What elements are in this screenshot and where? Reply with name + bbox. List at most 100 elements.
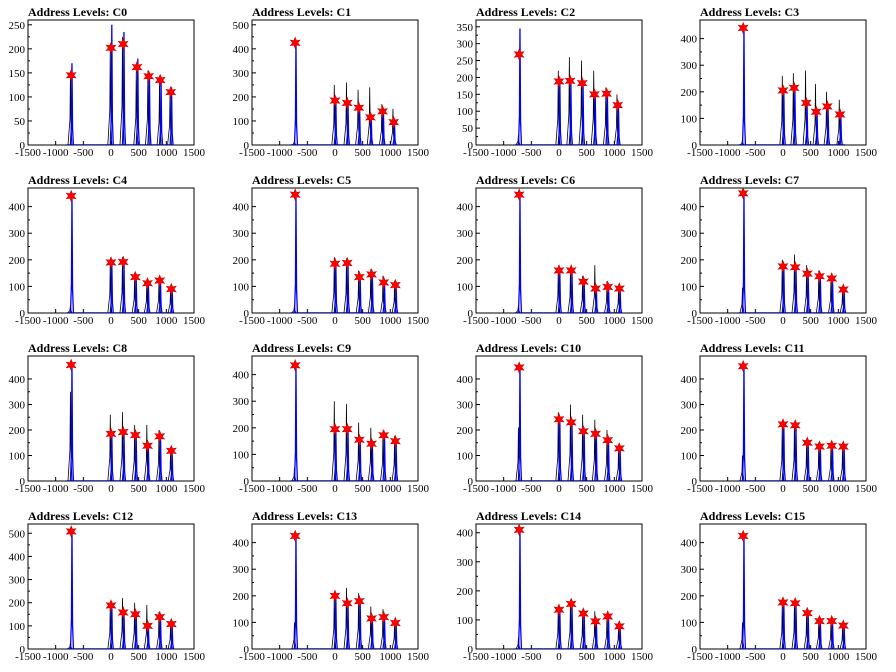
y-tick-label: 300 — [233, 228, 250, 240]
peak-marker-3 — [801, 606, 813, 620]
peak-marker-0 — [513, 361, 525, 374]
peak-marker-4 — [814, 270, 826, 283]
x-tick-label: 1000 — [379, 315, 402, 327]
peak-marker-5 — [826, 439, 838, 453]
peak-marker-4 — [590, 427, 602, 441]
y-tick-label: 0 — [244, 644, 250, 656]
y-tick-label: 400 — [9, 551, 26, 563]
y-tick-label: 200 — [457, 72, 474, 84]
x-tick-label: -500 — [521, 651, 542, 663]
x-tick-label: -1000 — [491, 651, 517, 663]
x-tick-label: 500 — [578, 315, 595, 327]
peak-marker-2 — [117, 255, 129, 269]
peak-marker-5 — [602, 433, 614, 447]
peak-marker-6 — [389, 434, 401, 448]
x-tick-label: 0 — [108, 315, 114, 327]
peak-marker-6 — [165, 444, 177, 458]
peak-marker-6 — [613, 441, 625, 455]
x-tick-label: 1500 — [407, 483, 430, 495]
x-tick-label: -500 — [297, 147, 318, 159]
x-tick-label: -1000 — [491, 147, 517, 159]
peak-marker-1 — [777, 84, 789, 97]
x-tick-label: -500 — [745, 651, 766, 663]
x-tick-label: 0 — [556, 315, 562, 327]
x-tick-label: 500 — [354, 147, 371, 159]
blue-series-peak-2 — [121, 32, 127, 146]
peak-marker-5 — [154, 430, 166, 443]
y-tick-label: 0 — [468, 476, 474, 488]
y-tick-label: 200 — [233, 591, 250, 603]
peak-marker-1 — [329, 589, 341, 603]
peak-marker-6 — [389, 616, 401, 630]
y-tick-label: 0 — [244, 308, 250, 320]
chart-panel-14: 0 100 200 300 400 -1500 -1000 -500 0 500 1000 1500 A… — [448, 504, 672, 672]
blue-series-peak-6 — [169, 87, 174, 146]
x-tick-label: 1000 — [603, 651, 626, 663]
x-tick-label: -1000 — [267, 651, 293, 663]
blue-series-peak-0 — [517, 194, 523, 314]
x-tick-label: -1500 — [463, 147, 489, 159]
x-tick-label: -1500 — [687, 147, 713, 159]
x-tick-label: -1500 — [239, 315, 265, 327]
y-tick-label: 400 — [681, 34, 698, 46]
blue-series-peak-0 — [69, 63, 75, 146]
chart-panel-0: 0 50 100 150 200 250 -1500 -1000 -500 0 500 1000 150… — [0, 0, 224, 168]
x-tick-label: -1000 — [715, 651, 741, 663]
blue-series-peak-1 — [109, 24, 114, 146]
y-tick-label: 400 — [9, 202, 26, 214]
peak-marker-5 — [378, 429, 390, 442]
blue-series-peak-0 — [293, 363, 299, 482]
y-tick-label: 100 — [233, 617, 250, 629]
y-tick-label: 100 — [681, 281, 698, 293]
x-tick-label: 500 — [130, 651, 147, 663]
y-tick-label: 100 — [9, 450, 26, 462]
peak-marker-1 — [105, 256, 117, 269]
peak-marker-4 — [366, 437, 378, 451]
x-tick-label: 1500 — [855, 483, 878, 495]
y-tick-label: 200 — [9, 255, 26, 267]
peak-marker-1 — [777, 418, 789, 431]
chart-title: Address Levels: C10 — [476, 341, 582, 355]
y-tick-label: 200 — [233, 255, 250, 267]
x-tick-label: 0 — [780, 315, 786, 327]
black-series-peak-0 — [739, 287, 745, 314]
y-tick-label: 400 — [457, 528, 474, 540]
x-tick-label: 500 — [802, 147, 819, 159]
x-tick-label: -1000 — [43, 483, 69, 495]
peak-marker-1 — [105, 599, 117, 612]
x-tick-label: 1500 — [631, 315, 654, 327]
x-tick-label: -1500 — [239, 147, 265, 159]
x-tick-label: 0 — [556, 147, 562, 159]
peak-marker-4 — [142, 276, 154, 290]
chart-svg-7: 0 100 200 300 400 -1500 -1000 -500 0 500 1000 1500 — [681, 186, 878, 327]
x-tick-label: 1000 — [603, 315, 626, 327]
x-tick-label: -500 — [521, 147, 542, 159]
y-tick-label: 0 — [468, 644, 474, 656]
x-tick-label: 500 — [578, 147, 595, 159]
y-tick-label: 300 — [457, 39, 474, 51]
chart-svg-6: 0 100 200 300 400 -1500 -1000 -500 0 500 1000 1500 — [457, 187, 654, 327]
x-tick-label: -500 — [297, 315, 318, 327]
x-tick-label: 0 — [332, 651, 338, 663]
peak-marker-1 — [329, 422, 341, 436]
y-tick-label: 400 — [681, 374, 698, 386]
peak-marker-2 — [564, 74, 576, 88]
x-tick-label: 1000 — [379, 651, 402, 663]
blue-series-peak-0 — [517, 28, 523, 146]
chart-svg-10: 0 100 200 300 400 -1500 -1000 -500 0 500 1000 1500 — [457, 355, 654, 495]
chart-panel-12: 0 100 200 300 400 500 -1500 -1000 -500 0 500 1000 15… — [0, 504, 224, 672]
chart-title: Address Levels: C0 — [28, 5, 128, 19]
peak-marker-3 — [800, 96, 812, 110]
chart-panel-11: 0 100 200 300 400 -1500 -1000 -500 0 500 1000 1500 A… — [672, 336, 896, 504]
peak-marker-2 — [117, 606, 129, 619]
peak-marker-3 — [577, 275, 589, 288]
x-tick-label: -1000 — [43, 315, 69, 327]
y-tick-label: 300 — [457, 228, 474, 240]
y-tick-label: 200 — [457, 425, 474, 437]
y-tick-label: 300 — [233, 396, 250, 408]
x-tick-label: -500 — [745, 483, 766, 495]
blue-series-peak-0 — [293, 41, 299, 146]
chart-svg-12: 0 100 200 300 400 500 -1500 -1000 -500 0 500 1000 15… — [9, 523, 206, 663]
y-tick-label: 100 — [681, 450, 698, 462]
chart-panel-4: 0 100 200 300 400 -1500 -1000 -500 0 500 1000 1500 A… — [0, 168, 224, 336]
